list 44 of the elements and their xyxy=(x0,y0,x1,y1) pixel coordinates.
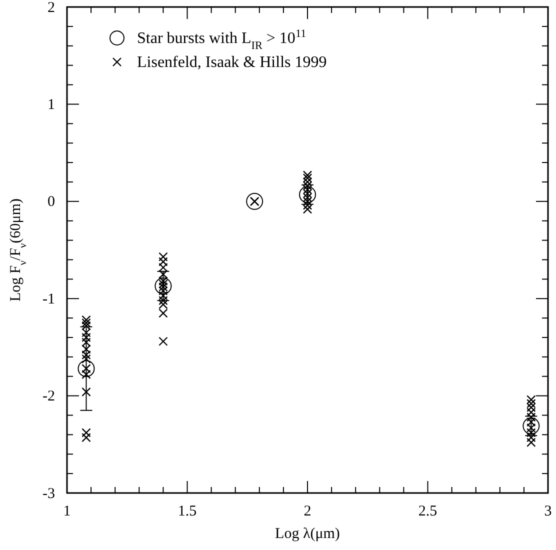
y-tick-label: -1 xyxy=(42,291,55,308)
point xyxy=(302,204,312,214)
point xyxy=(82,387,91,397)
point xyxy=(526,438,536,448)
point xyxy=(526,402,536,412)
point xyxy=(82,370,91,380)
point xyxy=(82,428,91,438)
point xyxy=(526,398,536,408)
x-tick-label: 2.5 xyxy=(418,504,438,520)
point xyxy=(302,181,312,190)
point xyxy=(154,277,172,294)
point xyxy=(158,296,168,306)
x-axis-title: Log λ(μm) xyxy=(275,526,340,542)
point xyxy=(158,252,168,262)
point xyxy=(246,192,264,210)
y-tick-label: -2 xyxy=(42,388,55,405)
legend-label: Lisenfeld, Isaak & Hills 1999 xyxy=(137,54,327,71)
point xyxy=(302,170,312,180)
point xyxy=(82,432,91,442)
point xyxy=(302,200,312,210)
point xyxy=(82,354,91,364)
point xyxy=(526,432,536,442)
point xyxy=(158,336,168,346)
point xyxy=(158,257,168,266)
point xyxy=(82,344,91,354)
legend-label: Star bursts with L$_{IR}$ > 10$^{11}$ xyxy=(137,28,306,52)
point xyxy=(158,300,168,310)
x-tick-label: 1.5 xyxy=(178,504,197,520)
y-tick-label: 2 xyxy=(48,0,55,16)
point xyxy=(82,350,91,360)
point xyxy=(78,360,95,378)
point xyxy=(302,173,312,183)
point xyxy=(82,315,91,325)
x-tick-label: 3 xyxy=(544,504,552,520)
point xyxy=(82,338,91,347)
point xyxy=(158,308,168,318)
x-tick-label: 2 xyxy=(304,504,312,520)
point xyxy=(158,270,168,279)
point xyxy=(82,332,91,342)
y-tick-label: 0 xyxy=(48,194,55,210)
x-tick-label: 1 xyxy=(63,504,71,520)
y-tick-label: -3 xyxy=(42,486,55,502)
point xyxy=(82,328,91,338)
y-tick-label: 1 xyxy=(48,97,55,113)
